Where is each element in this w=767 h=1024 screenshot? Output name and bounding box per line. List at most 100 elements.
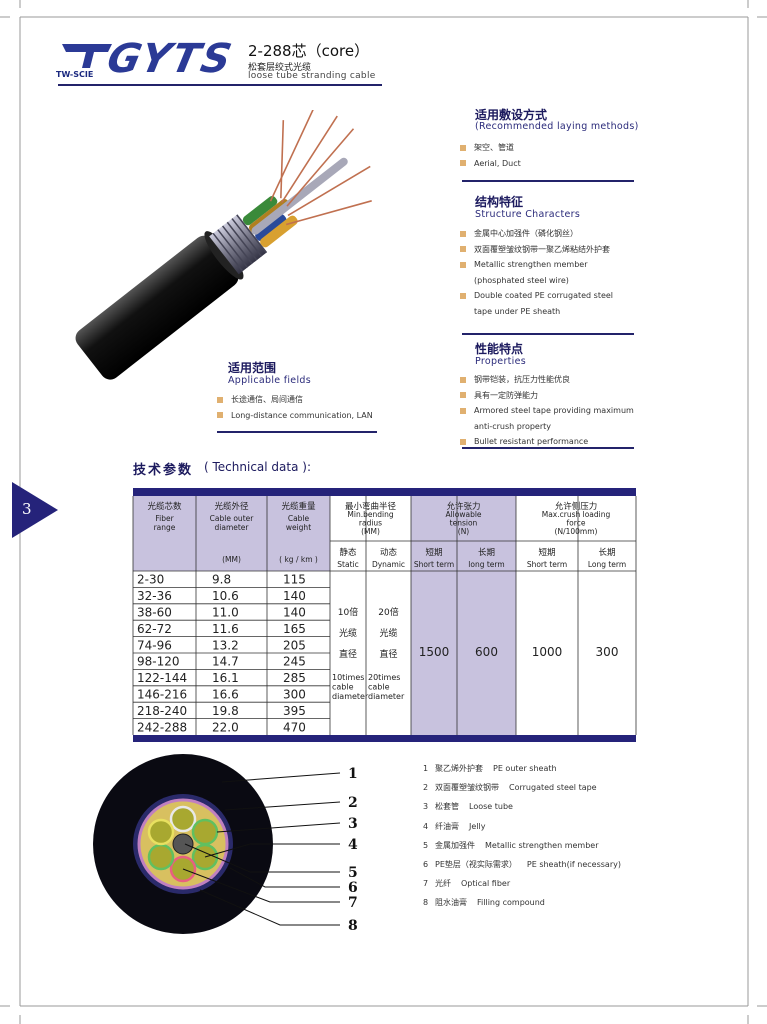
list-item: Bullet resistant performance bbox=[460, 434, 634, 450]
table-cell: 13.2 bbox=[212, 638, 239, 652]
cross-section: 1 2 3 4 567 8 bbox=[93, 754, 358, 934]
technical-title-cn: 技术参数 bbox=[133, 463, 194, 478]
merged-cell-cn: 20倍 bbox=[378, 606, 398, 618]
column-unit: ( kg / km ) bbox=[279, 555, 318, 564]
group-header-en: (MM) bbox=[361, 527, 380, 536]
table-cell: 218-240 bbox=[137, 704, 187, 718]
callout-number: 4 bbox=[348, 837, 358, 853]
legend-number: 6 bbox=[423, 859, 429, 869]
legend-number: 5 bbox=[423, 840, 429, 850]
table-cell: 74-96 bbox=[137, 638, 172, 652]
merged-cell-cn: 光缆 bbox=[379, 627, 397, 639]
merged-cell-cn: 直径 bbox=[339, 648, 357, 660]
list-item: tape under PE sheath bbox=[460, 304, 613, 320]
item-list: 金属中心加强件（磷化钢丝） 双面覆塑皱纹钢带一聚乙烯粘结外护套 Metallic s… bbox=[460, 226, 613, 319]
legend-cn: 松套管 bbox=[435, 802, 459, 812]
technical-title-en: ( Technical data ): bbox=[204, 460, 311, 474]
section-title-cn: 适用敷设方式 bbox=[475, 108, 548, 122]
table-cell: 140 bbox=[283, 589, 306, 603]
table-cell: 165 bbox=[283, 622, 306, 636]
legend-en: Corrugated steel tape bbox=[509, 783, 597, 793]
page-number: 3 bbox=[22, 500, 32, 518]
legend-item: 7 光纤 Optical fiber bbox=[423, 878, 621, 897]
section-rule bbox=[462, 447, 634, 449]
section-title-en: Structure Characters bbox=[475, 209, 581, 220]
column-header-en: Cable outer bbox=[210, 514, 255, 523]
callout-number: 2 bbox=[348, 795, 358, 811]
item-text: Bullet resistant performance bbox=[474, 437, 589, 446]
merged-cell-en: 20times bbox=[368, 673, 400, 682]
legend-en: Filling compound bbox=[477, 898, 545, 908]
column-header-en: Cable bbox=[288, 514, 310, 523]
merged-cell-en: diameter bbox=[368, 692, 405, 701]
legend-cn: 纤油膏 bbox=[435, 821, 459, 831]
merged-cell: 1500 bbox=[419, 645, 450, 659]
list-item: Double coated PE corrugated steel bbox=[460, 288, 613, 304]
legend-cn: PE垫层（视实际需求） bbox=[435, 859, 517, 869]
legend-number: 3 bbox=[423, 802, 429, 812]
list-item: Metallic strengthen member bbox=[460, 257, 613, 273]
table-cell: 285 bbox=[283, 671, 306, 685]
bullet bbox=[460, 438, 466, 445]
header-title: 2-288芯（core） bbox=[248, 42, 370, 60]
table-cell: 245 bbox=[283, 655, 306, 669]
list-item: Long-distance communication, LAN bbox=[217, 408, 373, 424]
section-title-cn: 适用范围 bbox=[228, 361, 277, 375]
table-cell: 62-72 bbox=[137, 622, 172, 636]
legend-number: 4 bbox=[423, 821, 429, 831]
group-header-en: tension bbox=[450, 519, 478, 528]
item-text: Metallic strengthen member bbox=[474, 260, 588, 269]
legend-cn: 金属加强件 bbox=[435, 840, 475, 850]
item-text: anti-crush property bbox=[474, 421, 552, 431]
sub-header-en: Dynamic bbox=[372, 560, 405, 569]
item-list: 钢带铠装，抗压力性能优良 具有一定防弹能力 Armored steel tape p… bbox=[460, 372, 634, 450]
column-header-cn: 光缆外径 bbox=[214, 501, 249, 512]
sub-header-cn: 短期 bbox=[425, 547, 442, 558]
section-title-en: Properties bbox=[475, 356, 527, 367]
item-text: Long-distance communication, LAN bbox=[231, 410, 373, 420]
table-cell: 470 bbox=[283, 720, 306, 734]
column-unit: (MM) bbox=[222, 555, 241, 564]
legend: 1 聚乙烯外护套 PE outer sheath 2 双面覆塑皱纹钢带 Corrugate… bbox=[423, 763, 621, 917]
list-item: Aerial, Duct bbox=[460, 156, 521, 172]
section-rule bbox=[217, 431, 377, 433]
item-text: 金属中心加强件（磷化钢丝） bbox=[474, 229, 578, 238]
sub-header-cn: 静态 bbox=[339, 547, 357, 558]
bullet bbox=[460, 144, 466, 151]
table-cell: 10.6 bbox=[212, 589, 239, 603]
group-header-cn: 允许侧压力 bbox=[555, 501, 598, 512]
header-subtitle-en: loose tube stranding cable bbox=[248, 71, 376, 81]
group-header-en: (N/100mm) bbox=[555, 527, 598, 536]
merged-cell-en: diameter bbox=[332, 692, 369, 701]
section-rule bbox=[462, 333, 634, 335]
legend-en: Loose tube bbox=[469, 802, 513, 812]
legend-en: PE sheath(if necessary) bbox=[526, 859, 621, 869]
item-text: 钢带铠装，抗压力性能优良 bbox=[474, 375, 570, 384]
item-text: 具有一定防弹能力 bbox=[474, 390, 538, 400]
group-header-en: (N) bbox=[458, 527, 470, 536]
table-cell: 146-216 bbox=[137, 688, 187, 702]
callout-number: 8 bbox=[348, 918, 358, 934]
group-header-cn: 允许张力 bbox=[446, 501, 480, 512]
logo-abbr: TW-SCIE bbox=[56, 70, 94, 79]
item-text: Armored steel tape providing maximum bbox=[474, 406, 634, 415]
legend-cn: 聚乙烯外护套 bbox=[435, 764, 483, 773]
table-cell: 395 bbox=[283, 704, 306, 718]
table-cell: 19.8 bbox=[212, 704, 239, 718]
table-cell: 22.0 bbox=[212, 720, 239, 734]
table-cell: 16.6 bbox=[212, 688, 239, 702]
table-cell: 38-60 bbox=[137, 606, 172, 620]
item-text: 架空、管道 bbox=[474, 143, 514, 152]
table-cell: 242-288 bbox=[137, 720, 187, 734]
column-header-en: Fiber bbox=[155, 514, 174, 523]
callout-number: 5 bbox=[348, 865, 358, 881]
bullet bbox=[460, 246, 466, 252]
sub-header-cn: 长期 bbox=[598, 547, 615, 558]
legend-number: 1 bbox=[423, 764, 429, 773]
header-rule bbox=[58, 84, 382, 86]
column-shade bbox=[411, 496, 516, 735]
item-text: (phosphated steel wire) bbox=[474, 275, 569, 285]
